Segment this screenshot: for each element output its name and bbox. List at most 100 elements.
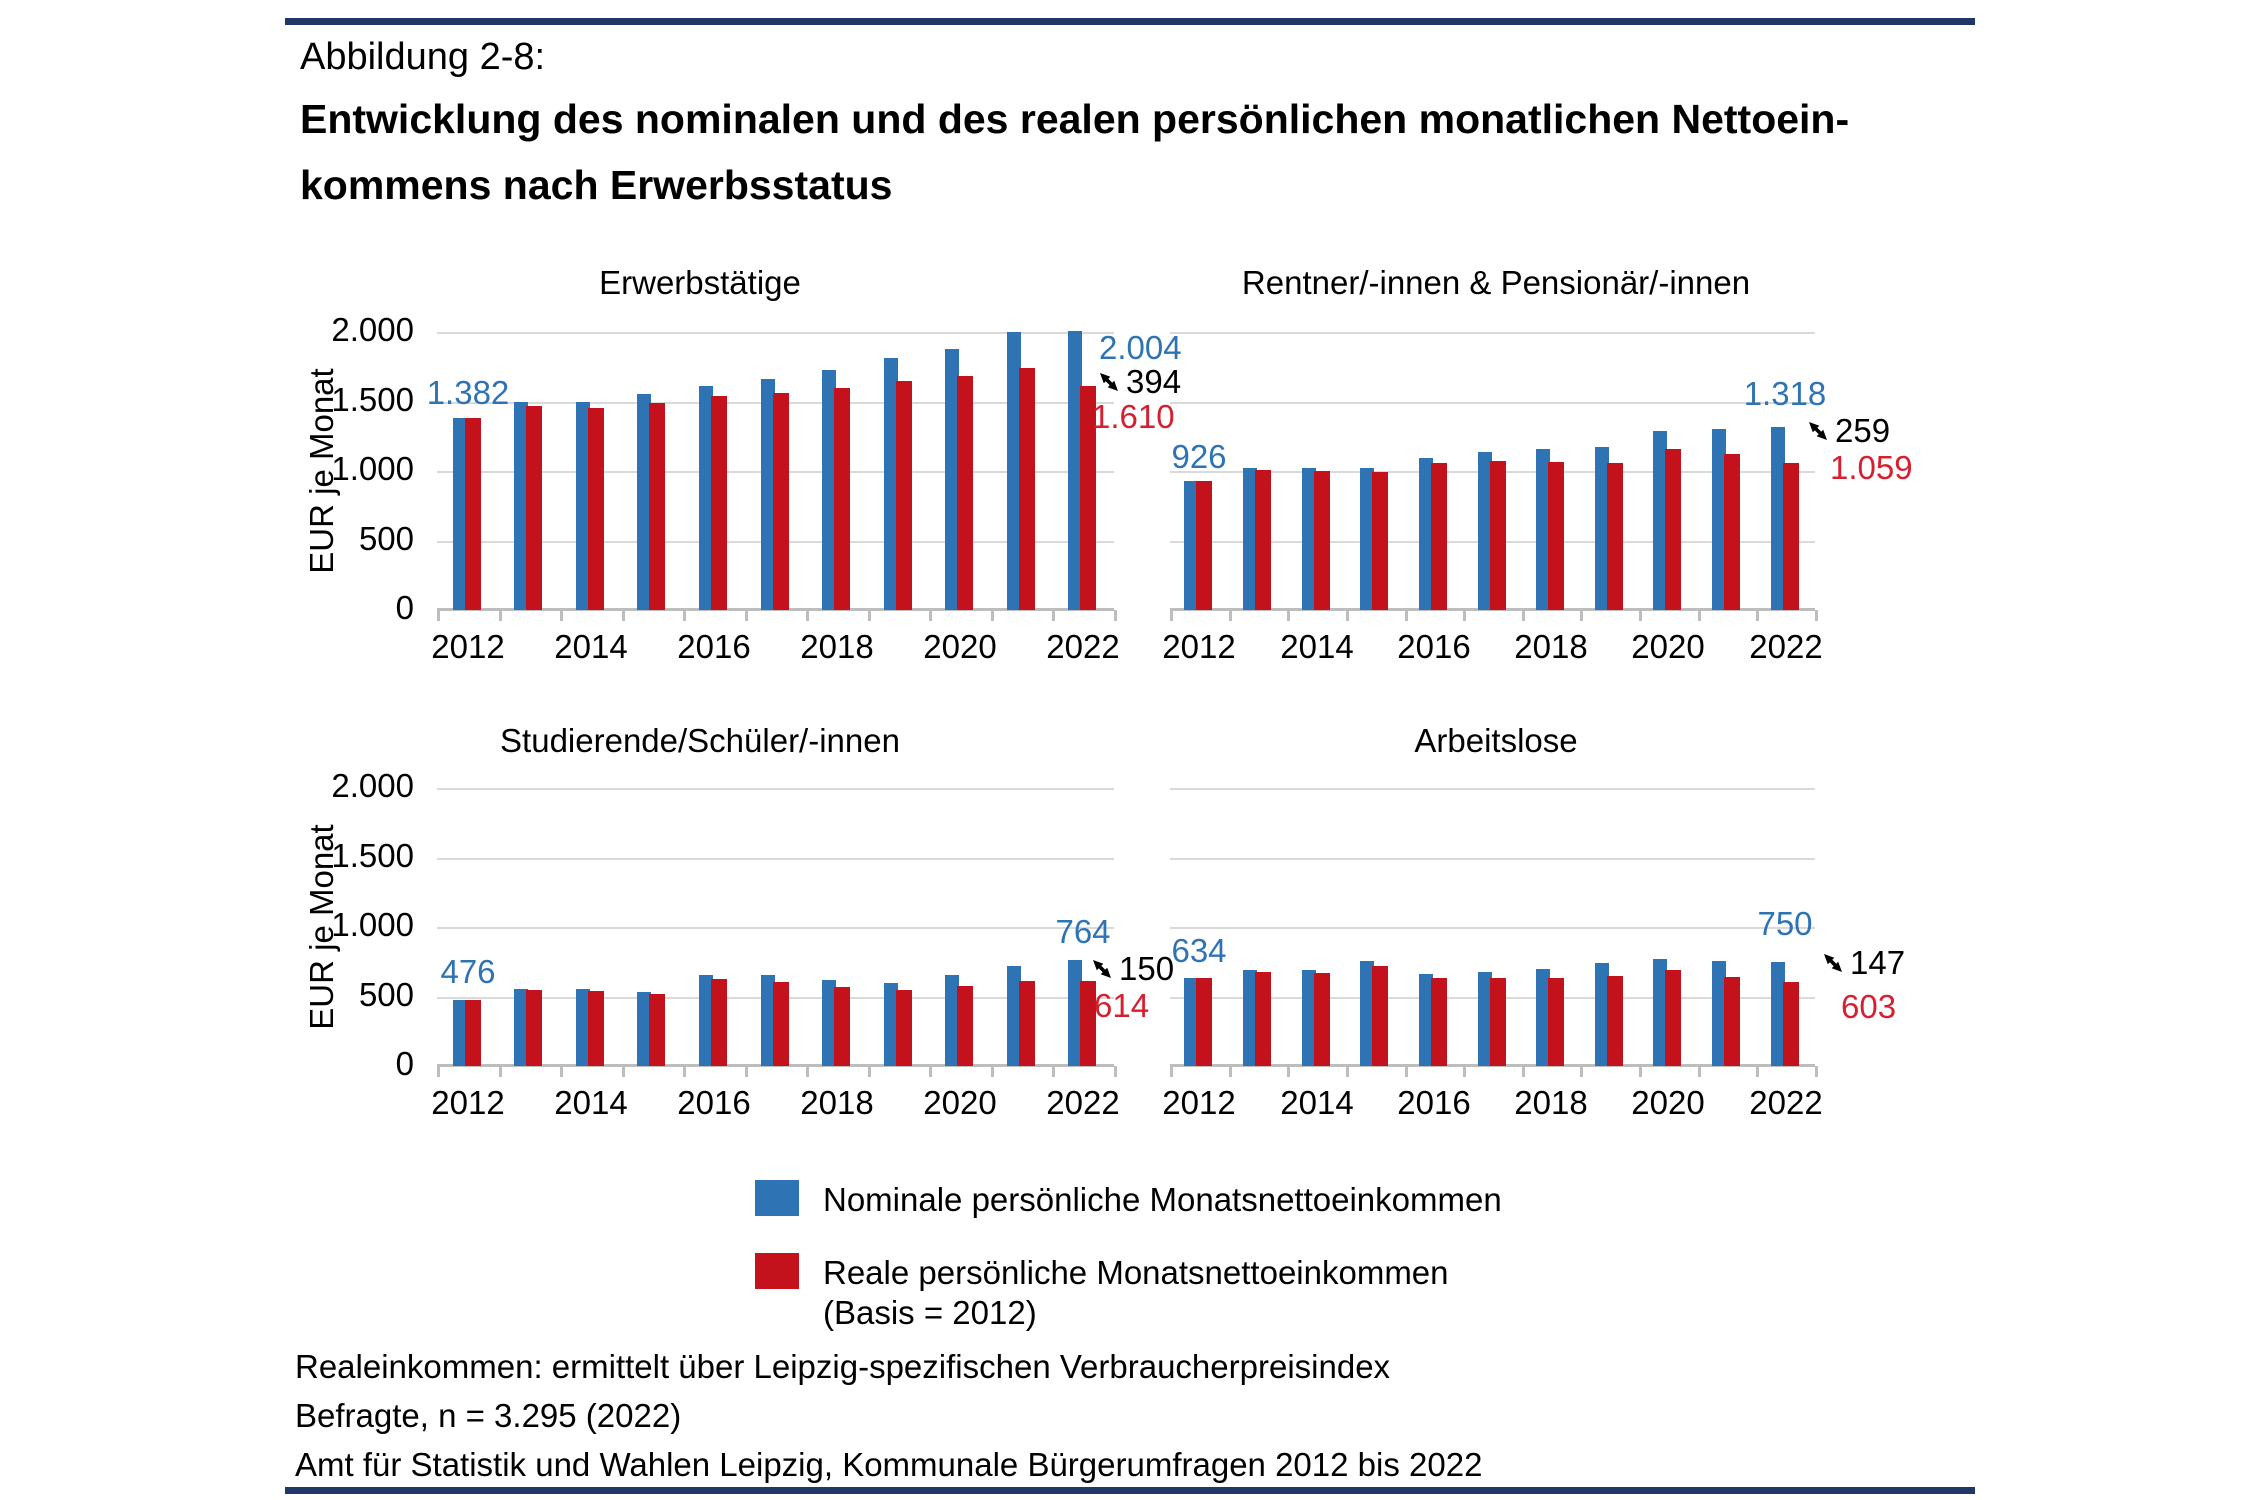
gridline (437, 927, 1114, 929)
bar-nominal-2016 (699, 975, 713, 1066)
y-tick-label-2000: 2.000 (331, 767, 414, 805)
x-tick-label-2014: 2014 (554, 628, 628, 665)
x-axis-tick (991, 610, 994, 621)
bar-real-2017 (773, 982, 789, 1066)
x-axis-tick (683, 610, 686, 621)
chart-title-rentner-pensionaere: Rentner/-innen & Pensionär/-innen (1241, 264, 1751, 301)
annotation-start-nominal: 634 (1171, 932, 1227, 969)
chart-title-arbeitslose: Arbeitslose (1414, 722, 1578, 759)
x-axis-tick (806, 1066, 809, 1077)
gridline (1170, 788, 1815, 790)
x-axis-tick (560, 610, 563, 621)
bar-real-2012 (1196, 978, 1212, 1066)
y-axis-title: EUR je Monat (303, 824, 340, 1030)
bar-nominal-2012 (1184, 978, 1198, 1066)
bar-real-2019 (896, 990, 912, 1066)
x-axis-tick (1463, 610, 1466, 621)
bar-nominal-2020 (945, 349, 959, 610)
x-axis-tick (1698, 1066, 1701, 1077)
bar-nominal-2019 (1595, 963, 1609, 1066)
x-axis-line (1170, 608, 1815, 611)
figure-title-line1: Entwicklung des nominalen und des realen… (300, 96, 1850, 142)
x-axis-tick (622, 1066, 625, 1077)
bar-nominal-2022 (1771, 427, 1785, 610)
bar-nominal-2016 (1419, 974, 1433, 1066)
bar-nominal-2017 (761, 379, 775, 610)
bar-nominal-2020 (1653, 959, 1667, 1066)
figure-title-line2: kommens nach Erwerbsstatus (300, 162, 893, 208)
y-tick-label-1000: 1.000 (331, 906, 414, 944)
x-axis-tick (1522, 610, 1525, 621)
x-axis-tick (1639, 1066, 1642, 1077)
gridline (1170, 332, 1815, 334)
bar-real-2012 (465, 1000, 481, 1066)
gridline (437, 332, 1114, 334)
annotation-difference-value: 147 (1850, 944, 1906, 981)
x-tick-label-2022: 2022 (1046, 628, 1120, 665)
bar-real-2012 (1196, 481, 1212, 610)
bar-nominal-2020 (945, 975, 959, 1066)
bar-nominal-2021 (1712, 429, 1726, 610)
bar-real-2016 (1431, 463, 1447, 610)
bar-real-2019 (1607, 463, 1623, 610)
gridline (437, 997, 1114, 999)
bar-real-2016 (711, 396, 727, 610)
x-tick-label-2014: 2014 (554, 1084, 628, 1121)
x-axis-tick (1170, 610, 1173, 621)
bottom-rule (285, 1487, 1975, 1494)
gridline (1170, 402, 1815, 404)
x-axis-tick (806, 610, 809, 621)
x-axis-line (437, 608, 1114, 611)
plot-area-arbeitslose: 2012 2014 2016 2018 2020 2022 (1162, 788, 1823, 1121)
gridline (437, 471, 1114, 473)
x-tick-label-2018: 2018 (1514, 1084, 1588, 1121)
x-tick-label-2012: 2012 (1162, 628, 1236, 665)
bar-nominal-2021 (1712, 961, 1726, 1066)
bar-nominal-2022 (1068, 331, 1082, 610)
bar-nominal-2020 (1653, 431, 1667, 610)
annotation-end-nominal: 750 (1757, 905, 1813, 942)
x-axis-tick (1346, 1066, 1349, 1077)
gridline (437, 788, 1114, 790)
y-tick-label-1500: 1.500 (331, 837, 414, 875)
y-tick-label-0: 0 (395, 1045, 414, 1083)
bar-real-2021 (1019, 368, 1035, 610)
annotation-end-nominal: 2.004 (1099, 329, 1182, 366)
bar-nominal-2014 (576, 989, 590, 1066)
x-axis-tick (745, 1066, 748, 1077)
bar-real-2020 (1665, 449, 1681, 610)
annotation-end-nominal: 1.318 (1743, 375, 1827, 412)
x-axis-tick (1405, 1066, 1408, 1077)
gridline (437, 541, 1114, 543)
annotation-end-real: 614 (1094, 987, 1150, 1024)
bar-real-2015 (1372, 472, 1388, 610)
bar-real-2020 (957, 986, 973, 1066)
bar-nominal-2015 (1360, 468, 1374, 610)
bar-nominal-2016 (1419, 458, 1433, 610)
bar-real-2021 (1724, 454, 1740, 610)
x-axis-tick (1052, 610, 1055, 621)
x-axis-tick (1229, 1066, 1232, 1077)
legend-label-nominal: Nominale persönliche Monatsnettoeinkomme… (823, 1181, 1502, 1218)
difference-arrow-icon (1809, 421, 1827, 440)
bar-real-2020 (957, 376, 973, 610)
x-axis-tick (1815, 610, 1818, 621)
x-axis-tick (1287, 610, 1290, 621)
bar-real-2022 (1783, 463, 1799, 610)
y-tick-label-0: 0 (395, 589, 414, 627)
bar-real-2021 (1724, 977, 1740, 1066)
bar-real-2015 (649, 994, 665, 1066)
x-tick-label-2012: 2012 (431, 1084, 505, 1121)
x-axis-tick (929, 610, 932, 621)
x-axis-tick (1114, 610, 1117, 621)
x-tick-label-2020: 2020 (923, 628, 997, 665)
x-tick-label-2022: 2022 (1749, 628, 1823, 665)
bar-nominal-2019 (884, 358, 898, 610)
bar-real-2013 (1255, 972, 1271, 1066)
legend-swatch-real-icon (755, 1253, 799, 1289)
legend-item-nominal: Nominale persönliche Monatsnettoeinkomme… (755, 1180, 1502, 1220)
x-axis-tick (1229, 610, 1232, 621)
bar-real-2015 (649, 403, 665, 610)
x-axis-tick (1170, 1066, 1173, 1077)
